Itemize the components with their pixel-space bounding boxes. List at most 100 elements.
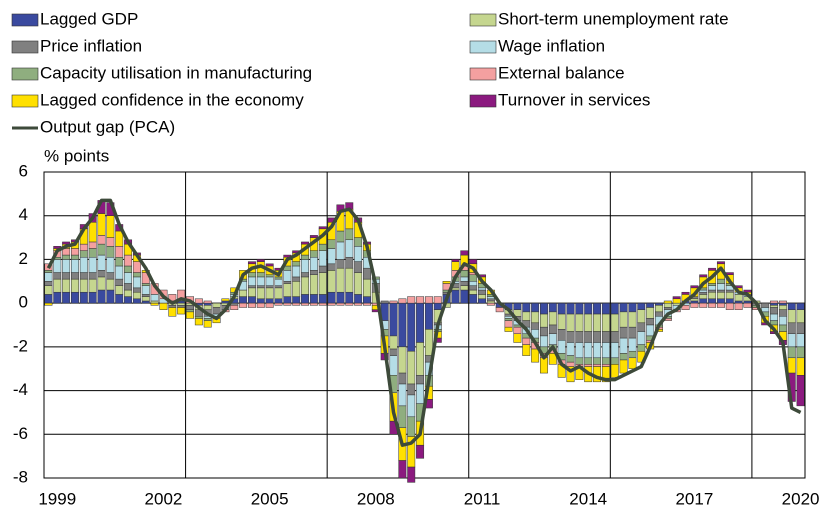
bar-segment [469, 294, 478, 304]
bar-segment [88, 222, 97, 243]
bar-segment [787, 302, 796, 310]
bar-segment [601, 364, 610, 367]
bar-segment [584, 357, 593, 365]
bar-segment [628, 337, 637, 352]
bar-segment [256, 259, 265, 262]
bar-segment [265, 276, 274, 286]
bar-segment [699, 291, 708, 295]
bar-segment [97, 235, 106, 245]
bar-segment [132, 287, 141, 293]
bar-segment [132, 276, 141, 289]
bar-segment [345, 267, 354, 293]
bar-segment [416, 302, 425, 343]
bar-segment [539, 326, 548, 337]
bar-segment [610, 313, 619, 332]
bar-segment [194, 316, 203, 319]
bar-segment [247, 287, 256, 297]
bar-segment [389, 348, 398, 356]
bar-segment [256, 285, 265, 289]
bar-segment [97, 254, 106, 271]
legend-swatch [469, 13, 497, 27]
bar-segment [451, 289, 460, 304]
bar-segment [292, 265, 301, 278]
bar-segment [699, 298, 708, 304]
bar-segment [309, 235, 318, 238]
bar-segment [345, 256, 354, 269]
bar-segment [619, 326, 628, 339]
bar-segment [124, 289, 133, 297]
bar-segment [336, 259, 345, 269]
bar-segment [186, 305, 194, 310]
bar-segment [389, 335, 398, 350]
bar-segment [424, 302, 433, 330]
bar-segment [486, 300, 495, 304]
bar-segment [637, 322, 646, 332]
bar-segment [256, 287, 265, 300]
bar-segment [239, 289, 248, 297]
bar-segment [708, 298, 717, 304]
bar-segment [141, 296, 150, 302]
bar-segment [79, 291, 88, 304]
bar-segment [53, 272, 62, 280]
bar-segment [71, 272, 79, 280]
bar-segment [469, 285, 478, 291]
bar-segment [44, 270, 53, 273]
bar-segment [566, 366, 575, 383]
bar-segment [770, 300, 778, 304]
bar-segment [433, 296, 442, 304]
bar-segment [601, 357, 610, 365]
y-tick-label: -2 [13, 336, 28, 355]
bar-segment [716, 298, 725, 304]
bar-segment [345, 302, 354, 306]
bar-segment [79, 272, 88, 280]
bar-segment [292, 261, 301, 267]
bar-segment [106, 278, 115, 291]
bar-segment [327, 248, 336, 265]
bar-segment [637, 344, 646, 352]
bar-segment [522, 337, 531, 345]
bar-segment [132, 298, 141, 304]
bar-segment [460, 281, 469, 286]
x-tick-label: 2008 [357, 489, 395, 508]
bar-segment [504, 320, 513, 328]
bar-segment [354, 302, 363, 306]
bar-segment [407, 416, 416, 437]
legend-label: Capacity utilisation in manufacturing [40, 63, 312, 82]
bar-segment [681, 305, 690, 310]
bar-segment [274, 302, 283, 306]
bar-segment [71, 259, 79, 273]
bar-segment [681, 291, 690, 295]
bar-segment [504, 316, 513, 319]
bar-segment [655, 311, 663, 317]
bar-segment [672, 298, 681, 304]
bar-segment [336, 230, 345, 243]
bar-segment [132, 261, 141, 273]
bar-segment [770, 307, 778, 315]
bar-segment [106, 256, 115, 273]
bar-segment [451, 261, 460, 271]
bar-segment [203, 300, 212, 304]
bar-segment [106, 237, 115, 247]
bar-segment [725, 302, 734, 310]
bar-segment [796, 357, 805, 376]
bar-segment [186, 311, 194, 319]
bar-segment [398, 405, 407, 428]
bar-segment [44, 272, 53, 282]
bar-segment [247, 272, 256, 278]
bar-segment [124, 296, 133, 304]
bar-segment [168, 305, 177, 308]
bar-segment [531, 311, 540, 324]
bar-segment [256, 276, 265, 286]
bar-segment [318, 226, 327, 230]
bar-segment [301, 294, 310, 304]
bar-segment [309, 256, 318, 271]
bar-segment [318, 250, 327, 267]
bar-segment [247, 261, 256, 265]
bar-segment [62, 254, 71, 260]
bar-segment [584, 364, 593, 367]
bar-segment [557, 329, 566, 341]
bar-segment [398, 346, 407, 374]
bar-segment [637, 309, 646, 324]
legend-swatch [11, 94, 39, 108]
y-axis-label: % points [44, 146, 109, 165]
